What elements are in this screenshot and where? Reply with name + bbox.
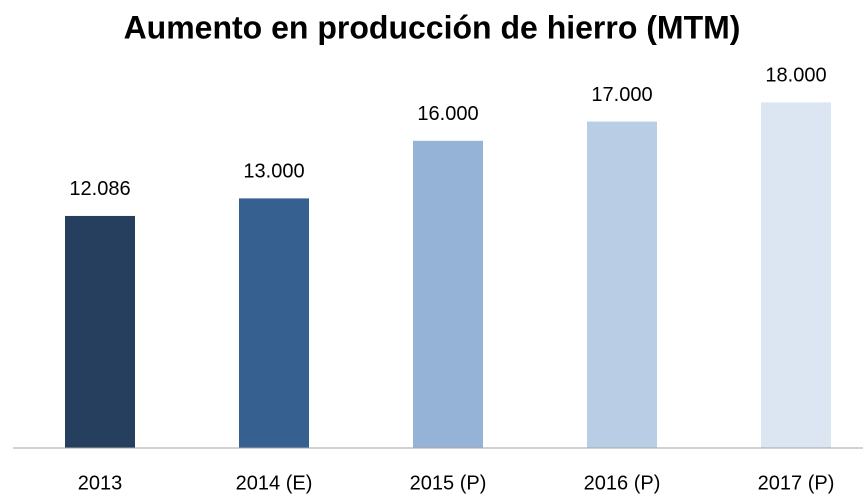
value-label: 17.000: [591, 84, 652, 106]
bar: [65, 215, 135, 448]
bar: [239, 198, 309, 448]
bar: [413, 140, 483, 449]
value-label: 18.000: [765, 65, 826, 87]
x-tick-label: 2016 (P): [584, 472, 661, 494]
x-tick-label: 2014 (E): [236, 472, 313, 494]
x-tick-label: 2015 (P): [410, 472, 487, 494]
bar: [761, 102, 831, 449]
bar: [587, 121, 657, 448]
value-label: 12.086: [69, 178, 130, 200]
x-tick-label: 2013: [78, 472, 123, 494]
x-tick-label: 2017 (P): [758, 472, 835, 494]
value-label: 16.000: [417, 103, 478, 125]
value-label: 13.000: [243, 161, 304, 183]
chart-title: Aumento en producción de hierro (MTM): [124, 9, 741, 45]
